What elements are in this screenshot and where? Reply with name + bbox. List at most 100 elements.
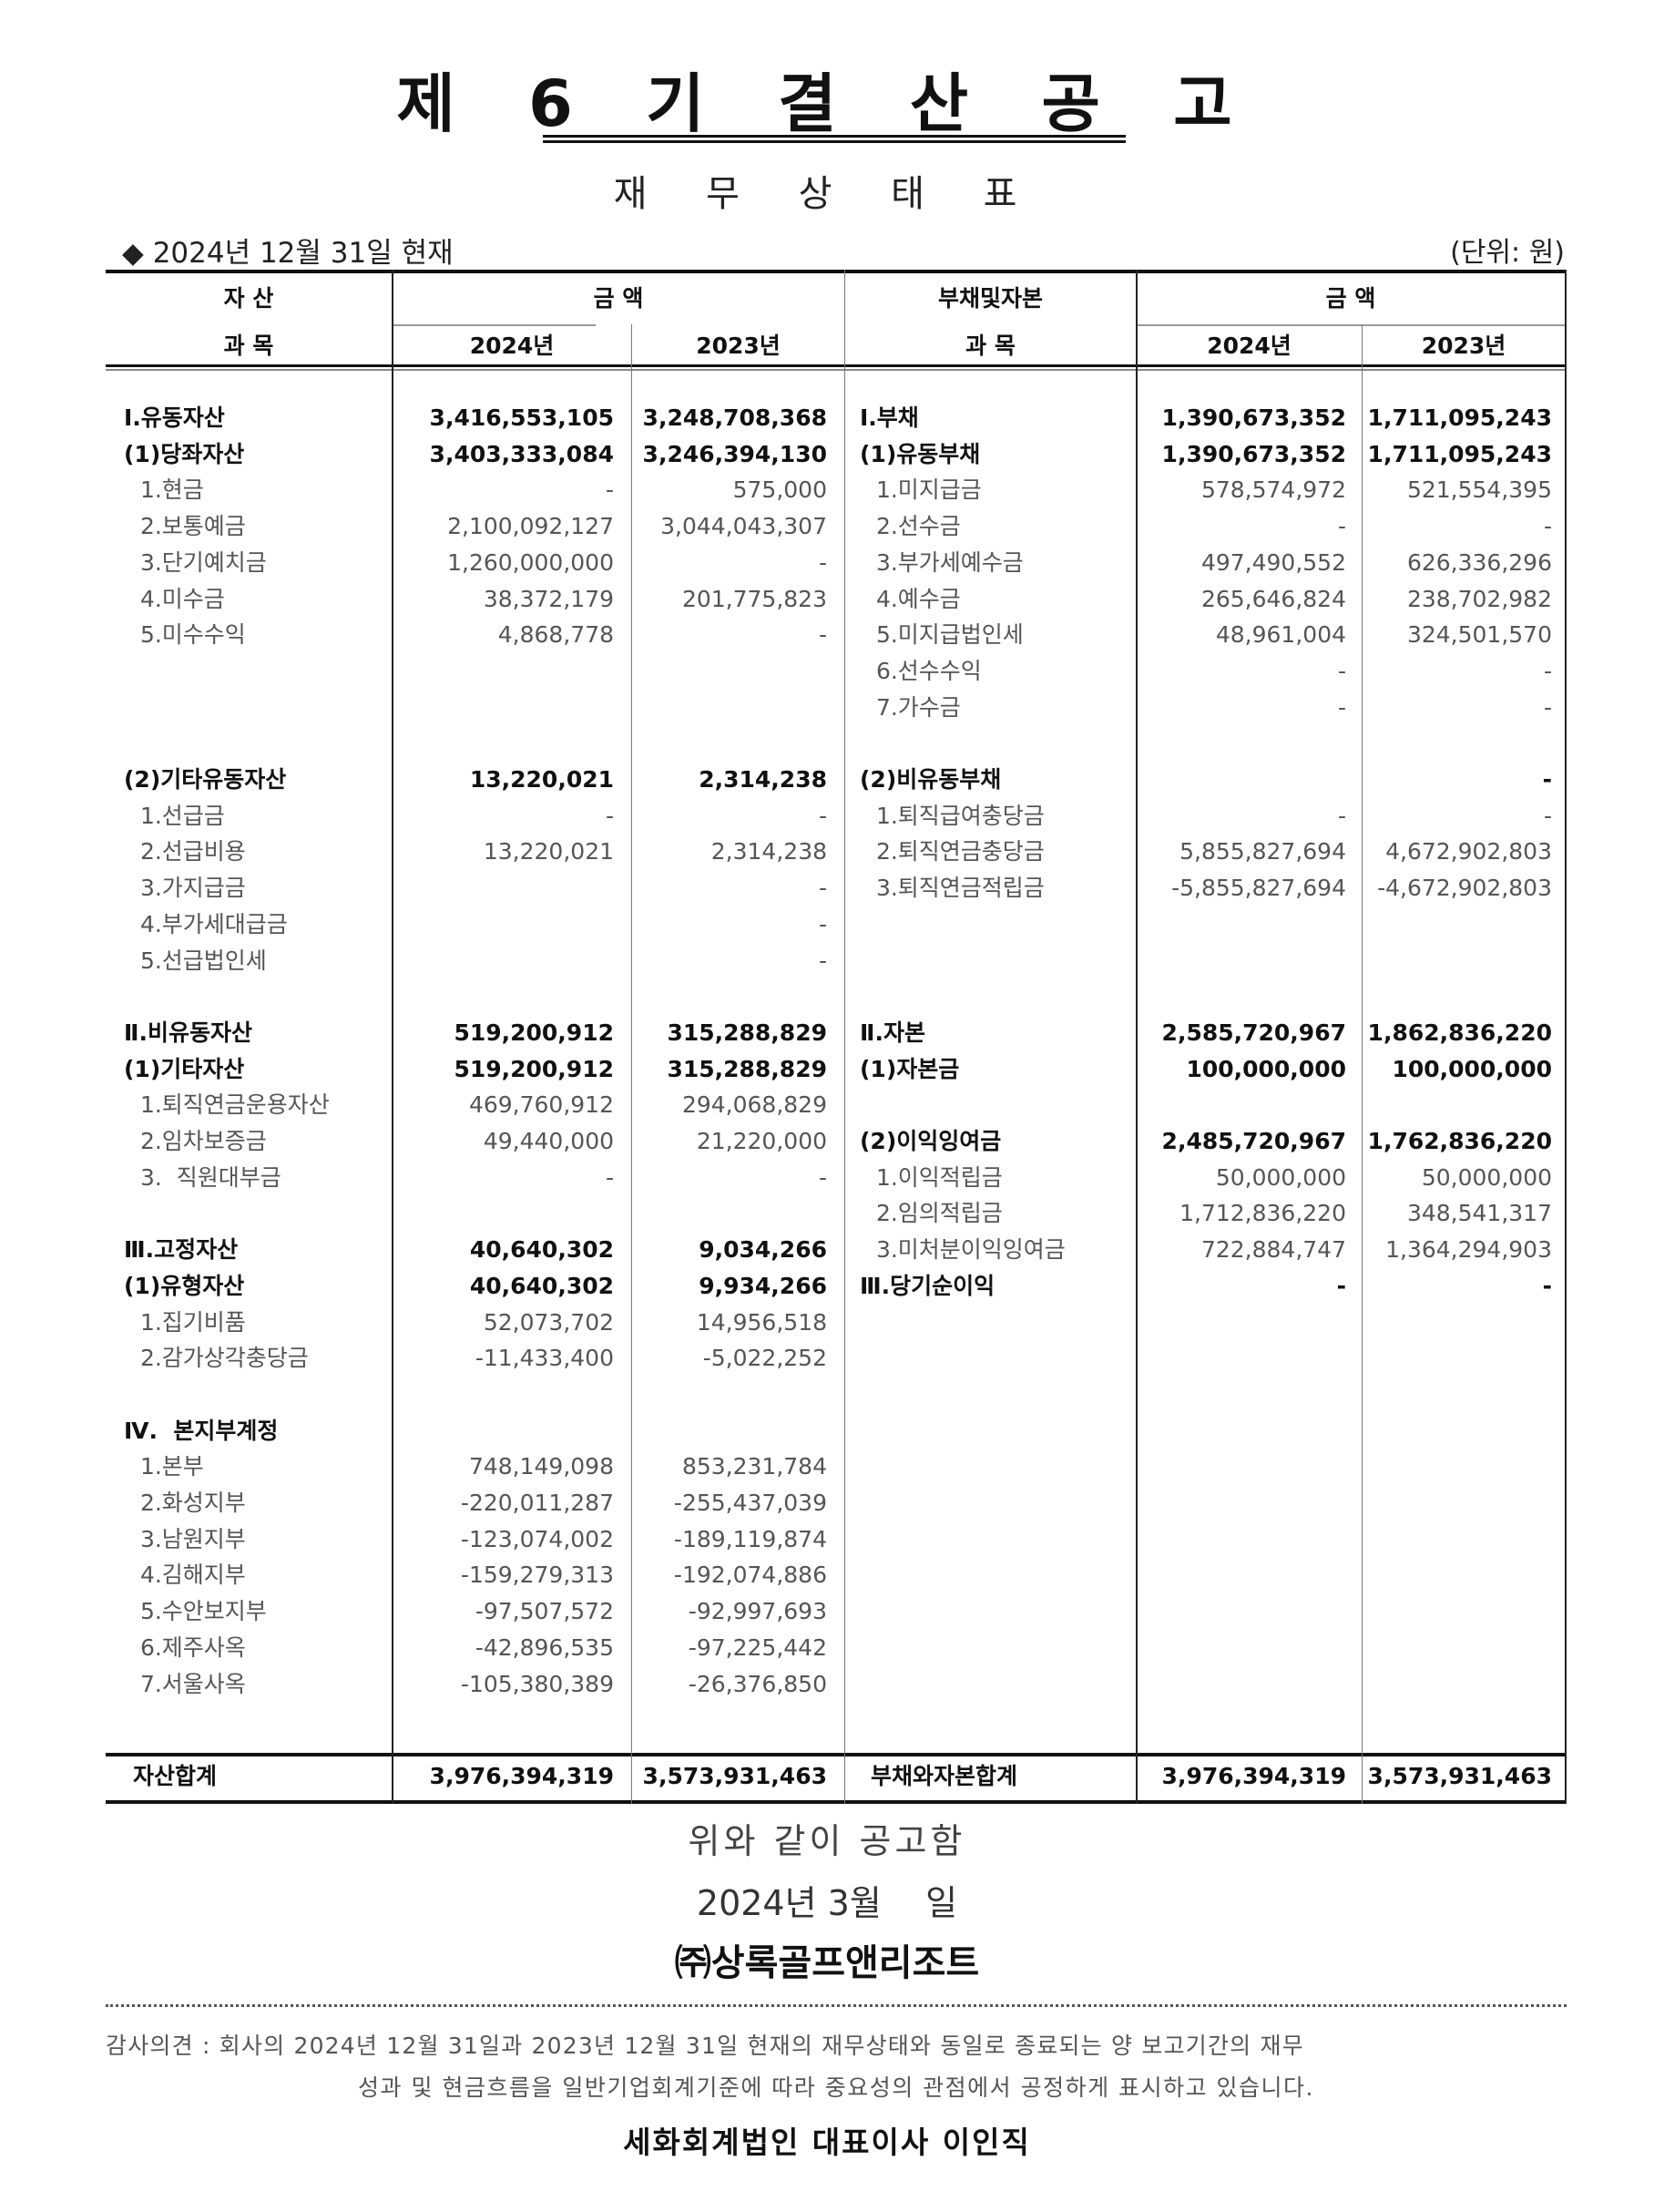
liabilities-row: Ⅱ.자본 2,585,720,967 1,862,836,220	[106, 1015, 1567, 1051]
assets-item-label: 4.김해지부	[133, 1562, 246, 1589]
assets-item-label: (2)기타유동자산	[124, 766, 287, 793]
assets-item-label: 2.보통예금	[133, 513, 246, 540]
assets-item-label: 6.제주사옥	[133, 1633, 246, 1661]
assets-value-2023: -	[818, 802, 827, 829]
assets-item-label: 3.가지급금	[133, 875, 246, 902]
assets-item-label: 2.화성지부	[133, 1490, 246, 1516]
liabilities-row: 1.이익적립금 50,000,000 50,000,000	[106, 1160, 1567, 1196]
assets-item-label: 1.선급금	[133, 802, 225, 829]
notice-date: 2024년 3월 일	[696, 1883, 958, 1923]
liabilities-item-label: 2.임의적립금	[869, 1200, 1003, 1227]
table-right-border	[1565, 270, 1567, 1804]
assets-value-2023: -92,997,693	[688, 1598, 827, 1625]
col-divider	[844, 270, 845, 1804]
assets-row: Ⅱ.비유동자산 519,200,912 315,288,829	[106, 1015, 1567, 1051]
liabilities-item-label: (1)자본금	[860, 1055, 960, 1082]
liabilities-row: 2.임의적립금 1,712,836,220 348,541,317	[106, 1195, 1567, 1232]
liabilities-item-label: (2)이익잉여금	[860, 1128, 1002, 1154]
liabilities-value-2023: -	[1543, 657, 1552, 684]
assets-row: 5.미수수익 4,868,778 -	[106, 617, 1567, 653]
col-divider	[631, 324, 632, 1804]
liabilities-item-label: (1)유동부채	[860, 440, 981, 467]
header-year-2023-left: 2023년	[696, 333, 781, 359]
assets-item-label: (1)당좌자산	[124, 440, 245, 467]
header-year-2024-left: 2024년	[469, 333, 555, 359]
table-top-border	[106, 270, 1567, 273]
assets-row: (2)기타유동자산 13,220,021 2,314,238	[106, 762, 1567, 798]
liabilities-item-label: 3.부가세예수금	[869, 548, 1024, 576]
liabilities-value-2023: 521,554,395	[1406, 476, 1552, 504]
assets-value-2023: 315,288,829	[667, 1019, 827, 1046]
liabilities-value-2023: 50,000,000	[1421, 1163, 1552, 1191]
liabilities-value-2024: 1,712,836,220	[1179, 1200, 1346, 1227]
liabilities-value-2024: 50,000,000	[1215, 1163, 1346, 1191]
assets-value-2023: 315,288,829	[667, 1055, 827, 1082]
assets-row: Ⅲ.고정자산 40,640,302 9,034,266	[106, 1232, 1567, 1268]
auditor-signature: 세화회계법인 대표이사 이인직	[623, 2125, 1031, 2160]
assets-value-2024: 748,149,098	[468, 1453, 614, 1480]
audit-opinion-line1: 감사의견 : 회사의 2024년 12월 31일과 2023년 12월 31일 …	[106, 2033, 1304, 2059]
assets-value-2024: 40,640,302	[469, 1236, 614, 1264]
col-divider	[1362, 324, 1363, 1804]
header-year-2023-right: 2023년	[1421, 333, 1506, 359]
assets-value-2024: 52,073,702	[483, 1308, 614, 1336]
liabilities-value-2024: 2,485,720,967	[1161, 1128, 1346, 1154]
liabilities-item-label: 2.퇴직연금충당금	[869, 838, 1045, 865]
assets-item-label: 5.선급법인세	[133, 947, 267, 974]
liabilities-value-2024: 2,585,720,967	[1161, 1019, 1346, 1046]
table-bottom-border	[106, 1800, 1567, 1804]
assets-row: (1)기타자산 519,200,912 315,288,829	[106, 1051, 1567, 1088]
assets-row: 4.부가세대급금 -	[106, 906, 1567, 943]
assets-item-label: Ⅳ. 본지부계정	[124, 1417, 279, 1444]
assets-value-2024: -123,074,002	[460, 1525, 614, 1552]
assets-value-2023: -	[818, 1163, 827, 1191]
liabilities-value-2023: -	[1542, 1272, 1552, 1299]
assets-row: 2.임차보증금 49,440,000 21,220,000	[106, 1123, 1567, 1160]
liabilities-value-2023: 1,364,294,903	[1385, 1236, 1552, 1264]
liabilities-row: 3.미처분이익잉여금 722,884,747 1,364,294,903	[106, 1232, 1567, 1268]
liabilities-value-2024: -	[1336, 1272, 1346, 1299]
assets-row: 6.제주사옥 -42,896,535 -97,225,442	[106, 1630, 1567, 1666]
assets-value-2023: -192,074,886	[673, 1562, 827, 1589]
assets-total-label: 자산합계	[133, 1763, 218, 1789]
assets-row: 1.퇴직연금운용자산 469,760,912 294,068,829	[106, 1087, 1567, 1123]
liabilities-value-2023: 626,336,296	[1406, 548, 1552, 576]
header-amount-left: 금 액	[593, 285, 644, 312]
assets-row: Ⅰ.유동자산 3,416,553,105 3,248,708,368	[106, 400, 1567, 436]
assets-value-2023: 575,000	[732, 476, 827, 504]
assets-value-2024: -	[605, 802, 614, 829]
assets-row: (1)당좌자산 3,403,333,084 3,246,394,130	[106, 436, 1567, 473]
totals-top-border	[106, 1753, 1567, 1756]
liabilities-value-2023: -	[1543, 513, 1552, 540]
liabilities-value-2024: 265,646,824	[1200, 585, 1346, 612]
liabilities-item-label: 2.선수금	[869, 513, 961, 540]
assets-row: 1.집기비품 52,073,702 14,956,518	[106, 1305, 1567, 1341]
assets-value-2024: -	[605, 1163, 614, 1191]
assets-value-2023: -	[818, 875, 827, 902]
assets-value-2023: 3,044,043,307	[660, 513, 827, 540]
liabilities-row: 3.부가세예수금 497,490,552 626,336,296	[106, 545, 1567, 581]
notice-text: 위와 같이 공고함	[688, 1821, 966, 1861]
report-date: ◆ 2024년 12월 31일 현재	[122, 237, 454, 270]
company-name: ㈜상록골프앤리조트	[674, 1942, 980, 1984]
liabilities-value-2024: -	[1337, 693, 1346, 721]
assets-value-2023: -189,119,874	[673, 1525, 827, 1552]
assets-value-2023: -26,376,850	[688, 1670, 827, 1697]
assets-item-label: 1.집기비품	[133, 1308, 246, 1336]
liabilities-value-2023: 324,501,570	[1406, 621, 1552, 649]
assets-value-2024: -220,011,287	[460, 1490, 614, 1516]
header-year-2024-right: 2024년	[1207, 333, 1292, 359]
assets-row: 3.가지급금 -	[106, 870, 1567, 906]
header-double-border	[106, 369, 1567, 371]
liab-total-2023: 3,573,931,463	[1367, 1763, 1552, 1789]
assets-item-label: Ⅲ.고정자산	[124, 1236, 239, 1264]
assets-value-2023: 3,246,394,130	[642, 440, 827, 467]
assets-value-2024: 469,760,912	[468, 1091, 614, 1119]
liabilities-value-2023: 4,672,902,803	[1385, 838, 1552, 865]
liabilities-item-label: 3.퇴직연금적립금	[869, 875, 1045, 902]
liabilities-item-label: 1.퇴직급여충당금	[869, 802, 1045, 829]
liabilities-value-2024: 100,000,000	[1186, 1055, 1346, 1082]
liabilities-value-2024: 1,390,673,352	[1161, 405, 1346, 431]
unit-label: (단위: 원)	[1450, 237, 1565, 269]
liabilities-row: (2)비유동부채 -	[106, 762, 1567, 798]
